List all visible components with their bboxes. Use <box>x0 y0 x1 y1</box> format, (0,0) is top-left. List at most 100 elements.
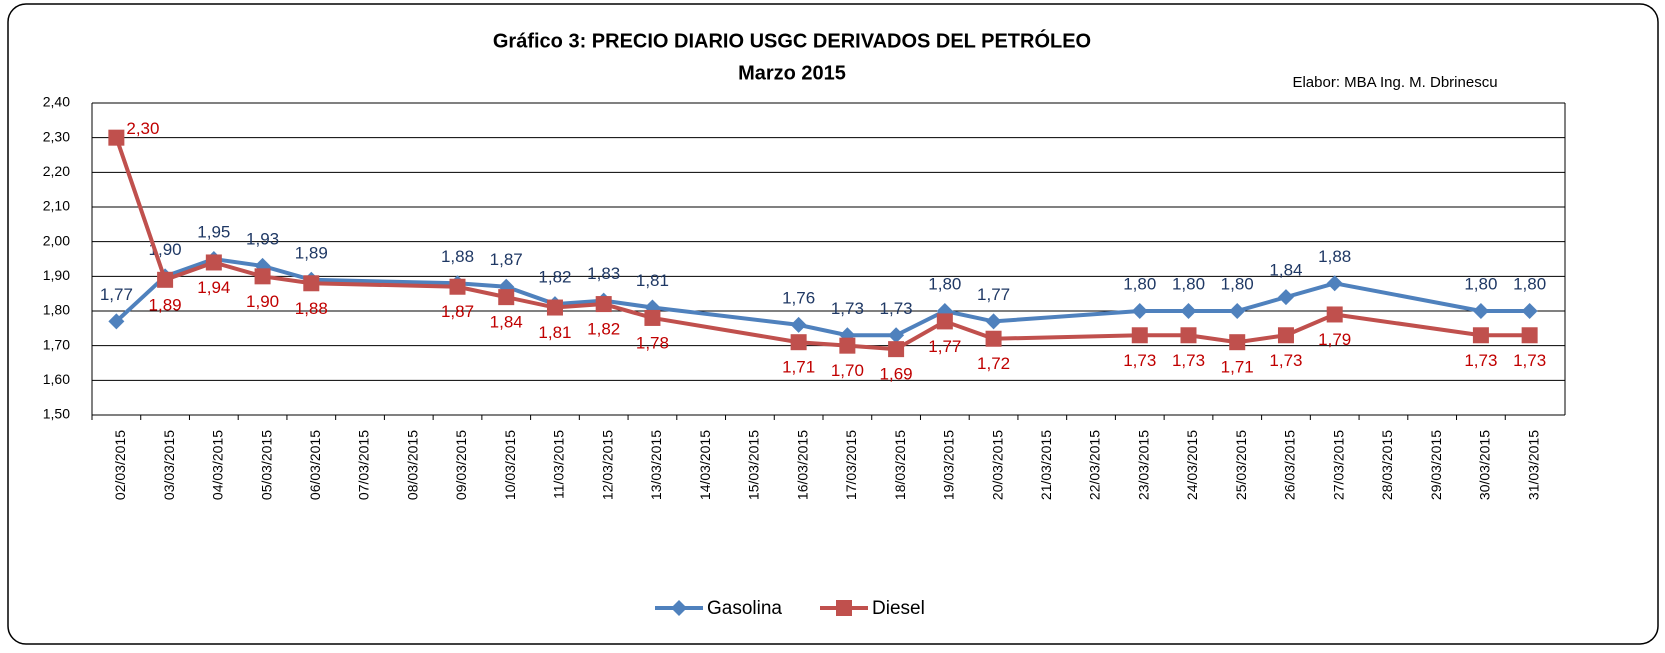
x-tick-label: 28/03/2015 <box>1379 430 1395 500</box>
point <box>546 299 563 316</box>
point <box>254 268 271 285</box>
x-tick-label: 19/03/2015 <box>941 430 957 500</box>
legend-marker <box>836 600 852 616</box>
point <box>985 330 1002 347</box>
data-label: 1,88 <box>295 299 328 318</box>
data-label: 1,71 <box>782 358 815 377</box>
y-tick-label: 2,20 <box>43 163 70 179</box>
data-label: 1,82 <box>587 320 620 339</box>
point <box>1521 327 1538 344</box>
data-label: 1,77 <box>977 285 1010 304</box>
x-tick-label: 12/03/2015 <box>599 430 615 500</box>
data-label: 1,89 <box>149 295 182 314</box>
x-tick-label: 09/03/2015 <box>453 430 469 500</box>
point <box>1180 303 1197 319</box>
series-line <box>114 137 1530 352</box>
data-label: 1,77 <box>928 337 961 356</box>
data-label: 1,84 <box>490 313 523 332</box>
point <box>108 129 125 146</box>
x-tick-label: 03/03/2015 <box>161 430 177 500</box>
x-tick-label: 02/03/2015 <box>112 430 128 500</box>
y-tick-label: 1,80 <box>43 302 70 318</box>
x-tick-label: 14/03/2015 <box>697 430 713 500</box>
x-tick-label: 20/03/2015 <box>989 430 1005 500</box>
point <box>1326 275 1343 292</box>
data-label: 1,73 <box>831 299 864 318</box>
x-tick-label: 27/03/2015 <box>1330 430 1346 500</box>
x-tick-label: 29/03/2015 <box>1428 430 1444 500</box>
x-tick-label: 13/03/2015 <box>648 430 664 500</box>
series-line <box>115 256 1530 338</box>
point <box>644 309 661 326</box>
data-label: 1,93 <box>246 229 279 248</box>
data-label: 1,72 <box>977 354 1010 373</box>
legend-label: Diesel <box>872 598 925 619</box>
point <box>888 327 905 344</box>
point <box>1180 327 1197 344</box>
data-label: 1,80 <box>1123 274 1156 293</box>
point <box>790 334 807 351</box>
y-tick-label: 2,30 <box>43 128 70 144</box>
x-tick-label: 11/03/2015 <box>551 430 567 499</box>
y-tick-label: 2,40 <box>43 94 70 110</box>
data-label: 1,73 <box>1172 351 1205 370</box>
x-tick-label: 18/03/2015 <box>892 430 908 500</box>
chart-subtitle: Marzo 2015 <box>738 62 846 84</box>
x-tick-label: 08/03/2015 <box>404 430 420 500</box>
data-label: 1,88 <box>1318 247 1351 266</box>
x-tick-label: 30/03/2015 <box>1477 430 1493 500</box>
data-label: 1,73 <box>1513 351 1546 370</box>
y-tick-label: 1,60 <box>43 371 70 387</box>
point <box>1229 334 1246 351</box>
data-label: 1,81 <box>538 323 571 342</box>
x-tick-label: 07/03/2015 <box>356 430 372 500</box>
data-label: 1,90 <box>246 292 279 311</box>
point <box>1472 327 1489 344</box>
point <box>205 254 222 271</box>
point <box>1229 303 1246 319</box>
x-tick-label: 31/03/2015 <box>1525 430 1541 500</box>
y-tick-label: 2,00 <box>43 232 70 248</box>
point <box>985 313 1002 330</box>
data-label: 1,73 <box>1464 351 1497 370</box>
data-label: 1,80 <box>1513 274 1546 293</box>
data-label: 1,84 <box>1269 261 1302 280</box>
point <box>1277 289 1294 306</box>
data-label: 2,30 <box>126 119 159 138</box>
data-label: 1,94 <box>197 278 230 297</box>
point <box>1521 303 1538 319</box>
data-label: 1,69 <box>880 365 913 384</box>
point <box>1131 303 1148 319</box>
point <box>498 289 515 306</box>
x-tick-label: 04/03/2015 <box>210 430 226 500</box>
x-tick-label: 06/03/2015 <box>307 430 323 500</box>
point <box>108 313 125 330</box>
data-label: 1,87 <box>490 250 523 269</box>
x-tick-label: 16/03/2015 <box>794 430 810 500</box>
data-label: 1,76 <box>782 288 815 307</box>
point <box>1472 303 1489 319</box>
x-tick-label: 26/03/2015 <box>1282 430 1298 500</box>
data-label: 1,80 <box>1172 274 1205 293</box>
data-label: 1,70 <box>831 361 864 380</box>
data-label: 1,83 <box>587 264 620 283</box>
point <box>839 337 856 354</box>
x-tick-label: 25/03/2015 <box>1233 430 1249 500</box>
x-tick-label: 22/03/2015 <box>1087 430 1103 500</box>
x-tick-label: 15/03/2015 <box>746 430 762 500</box>
x-tick-label: 21/03/2015 <box>1038 430 1054 500</box>
x-tick-label: 24/03/2015 <box>1184 430 1200 500</box>
y-tick-label: 1,70 <box>43 336 70 352</box>
y-tick-label: 1,50 <box>43 406 70 422</box>
data-label: 1,73 <box>1269 351 1302 370</box>
data-label: 1,73 <box>1123 351 1156 370</box>
legend-marker <box>671 600 687 616</box>
y-tick-label: 2,10 <box>43 198 70 214</box>
data-label: 1,87 <box>441 302 474 321</box>
data-label: 1,95 <box>197 222 230 241</box>
data-label: 1,73 <box>880 299 913 318</box>
data-label: 1,88 <box>441 247 474 266</box>
x-tick-label: 10/03/2015 <box>502 430 518 500</box>
chart-title: Gráfico 3: PRECIO DIARIO USGC DERIVADOS … <box>493 28 1091 52</box>
